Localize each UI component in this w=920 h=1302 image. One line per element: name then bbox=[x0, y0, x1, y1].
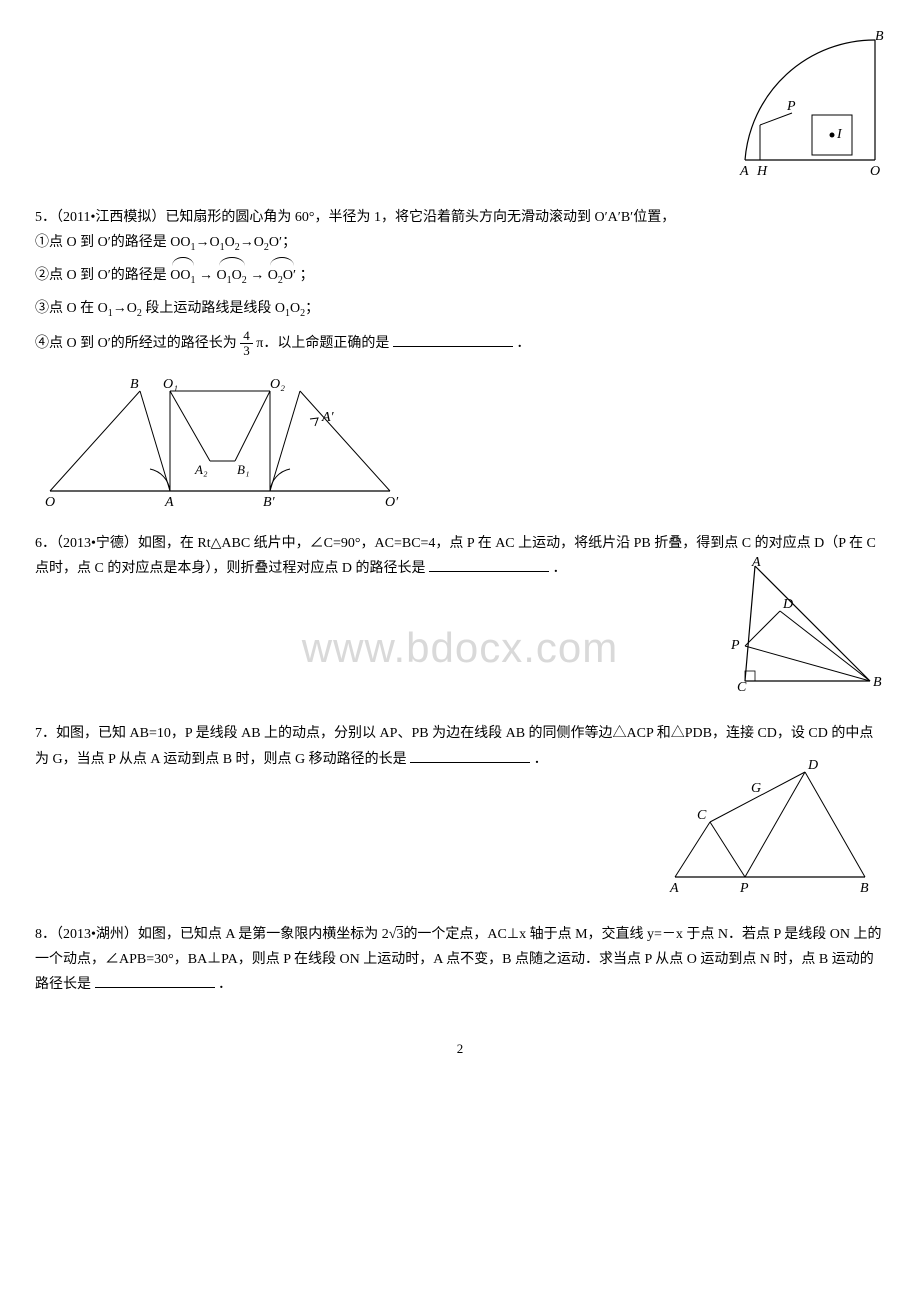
q4-figure: B P I A H O bbox=[35, 30, 885, 180]
q8-text-a: 8．（2013•湖州）如图，已知点 A 是第一象限内横坐标为 2 bbox=[35, 927, 389, 942]
t: O′ bbox=[283, 268, 296, 283]
t: 3 bbox=[240, 344, 253, 358]
t: ③点 O 在 O bbox=[35, 301, 108, 316]
blank bbox=[429, 557, 549, 572]
t: ②点 O 到 O′的路径是 bbox=[35, 268, 167, 283]
t: A₂ bbox=[194, 462, 208, 477]
t: 4 bbox=[240, 329, 253, 344]
t: A bbox=[669, 881, 679, 896]
label-o: O bbox=[870, 164, 880, 179]
label-a: A bbox=[739, 164, 749, 179]
t: →O bbox=[196, 235, 220, 250]
fig-q7: A B C D G P bbox=[655, 747, 885, 897]
label-h: H bbox=[756, 164, 768, 179]
t: C bbox=[697, 808, 707, 823]
q5-line1: ①点 O 到 O′的路径是 OO1→O1O2→O2O′； bbox=[35, 230, 885, 257]
q5-line2: ②点 O 到 O′的路径是 OO1 → O1O2 → O2O′ ； bbox=[35, 263, 885, 290]
t: O₁ bbox=[163, 377, 178, 392]
question-6: 6．（2013•宁德）如图，在 Rt△ABC 纸片中，∠C=90°，AC=BC=… bbox=[35, 531, 885, 696]
t: O bbox=[225, 235, 235, 250]
t: A bbox=[751, 556, 761, 570]
question-7: 7．如图，已知 AB=10，P 是线段 AB 上的动点，分别以 AP、PB 为边… bbox=[35, 721, 885, 896]
t: P bbox=[730, 638, 740, 653]
t: →O bbox=[113, 301, 137, 316]
blank bbox=[95, 973, 215, 988]
question-8: 8．（2013•湖州）如图，已知点 A 是第一象限内横坐标为 2√3的一个定点，… bbox=[35, 922, 885, 998]
t: O bbox=[290, 301, 300, 316]
t: B′ bbox=[263, 495, 276, 506]
t: A bbox=[164, 495, 174, 506]
t: O bbox=[217, 268, 227, 283]
t: O bbox=[180, 268, 190, 283]
t: ． bbox=[218, 977, 232, 992]
t: ①点 O 到 O′的路径是 OO bbox=[35, 235, 191, 250]
t: 2 bbox=[242, 275, 247, 286]
q5-line4: ④点 O 到 O′的所经过的路径长为 43 π．以上命题正确的是 ． bbox=[35, 329, 885, 359]
question-5: 5．（2011•江西模拟）已知扇形的圆心角为 60°，半径为 1，将它沿着箭头方… bbox=[35, 205, 885, 506]
t: C bbox=[737, 680, 747, 695]
label-b: B bbox=[875, 30, 884, 44]
label-i: I bbox=[836, 127, 843, 142]
t: D bbox=[782, 597, 793, 612]
t: O bbox=[45, 495, 55, 506]
t: ④点 O 到 O′的所经过的路径长为 bbox=[35, 336, 237, 351]
page-number: 2 bbox=[35, 1037, 885, 1060]
t: O′； bbox=[269, 235, 296, 250]
t: A′ bbox=[321, 410, 335, 425]
q5-line0: 5．（2011•江西模拟）已知扇形的圆心角为 60°，半径为 1，将它沿着箭头方… bbox=[35, 205, 885, 230]
q5-line3: ③点 O 在 O1→O2 段上运动路线是线段 O1O2； bbox=[35, 296, 885, 323]
blank bbox=[410, 748, 530, 763]
t: ． bbox=[534, 752, 548, 767]
label-p: P bbox=[786, 99, 796, 114]
t: π．以上命题正确的是 bbox=[256, 336, 389, 351]
fig-q6: A B C D P bbox=[725, 556, 885, 696]
t: ； bbox=[305, 301, 319, 316]
blank bbox=[393, 332, 513, 347]
t: B bbox=[130, 377, 139, 392]
t: O₂ bbox=[270, 377, 285, 392]
t: ． bbox=[516, 336, 530, 351]
t: O bbox=[232, 268, 242, 283]
t: B bbox=[873, 675, 882, 690]
t: 1 bbox=[191, 275, 196, 286]
t: ． bbox=[552, 561, 566, 576]
t: O bbox=[170, 268, 180, 283]
t: D bbox=[807, 758, 818, 773]
t: → bbox=[199, 268, 213, 283]
fig-q4: B P I A H O bbox=[725, 30, 885, 180]
t: →O bbox=[240, 235, 264, 250]
t: G bbox=[751, 781, 761, 796]
t: → bbox=[250, 268, 264, 283]
t: B₁ bbox=[237, 462, 249, 477]
t: B bbox=[860, 881, 869, 896]
t: ； bbox=[300, 268, 314, 283]
t: 段上运动路线是线段 O bbox=[142, 301, 285, 316]
t: O bbox=[268, 268, 278, 283]
fig-q5: O A B O₁ A₂ B₁ O₂ A′ B′ O′ bbox=[35, 366, 885, 506]
t: O′ bbox=[385, 495, 399, 506]
t: P bbox=[739, 881, 749, 896]
